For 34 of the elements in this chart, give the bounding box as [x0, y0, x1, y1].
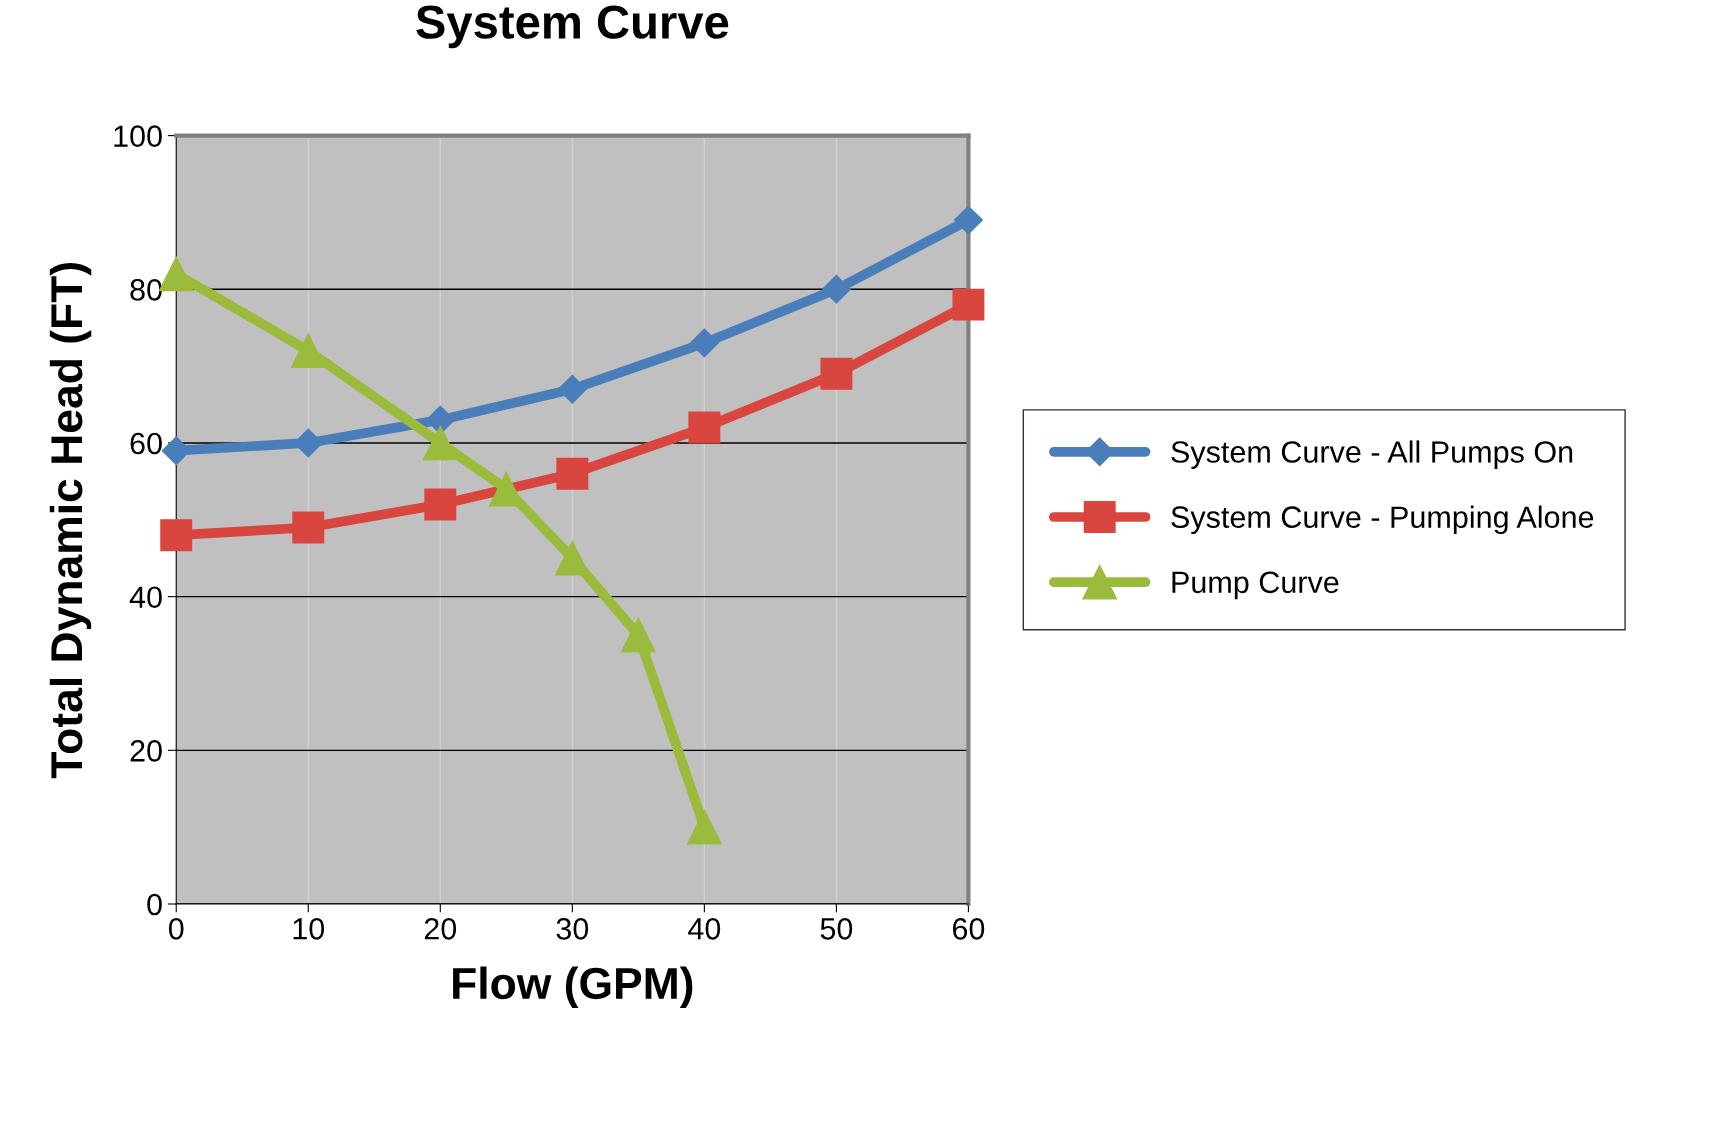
y-tick-label: 80: [130, 279, 162, 301]
y-tick-label: 0: [147, 893, 162, 916]
point: [686, 809, 722, 845]
point: [556, 457, 589, 490]
point: [953, 205, 983, 235]
y-tick-label: 20: [130, 740, 162, 762]
legend-label: System Curve - Pumping Alone: [1171, 505, 1594, 535]
point: [689, 328, 719, 358]
point: [952, 288, 985, 321]
x-tick-label: 60: [952, 918, 985, 940]
point: [620, 617, 656, 653]
point: [160, 519, 193, 552]
y-tick-label: 100: [114, 125, 162, 147]
x-axis-title: Flow (GPM): [453, 966, 693, 1008]
legend-label: System Curve - All Pumps On: [1171, 440, 1573, 469]
point: [292, 511, 325, 544]
x-tick-label: 10: [293, 918, 325, 940]
y-tick-label: 40: [129, 586, 162, 609]
y-axis-title: Total Dynamic Head (FT): [49, 263, 92, 779]
y-tick-label: 60: [130, 432, 162, 455]
x-tick-label: 20: [424, 918, 457, 940]
legend-label: Pump Curve: [1172, 571, 1339, 600]
x-tick-label: 30: [556, 918, 589, 940]
x-tick-label: 50: [820, 918, 853, 940]
x-tick-label: 40: [688, 918, 721, 940]
point: [688, 411, 721, 444]
point: [290, 333, 326, 369]
point: [820, 357, 853, 390]
point: [424, 488, 457, 521]
point: [821, 274, 851, 304]
point: [557, 374, 587, 404]
x-tick-label: 0: [168, 918, 184, 940]
point: [422, 425, 458, 461]
chart-title: System Curve: [416, 5, 729, 49]
